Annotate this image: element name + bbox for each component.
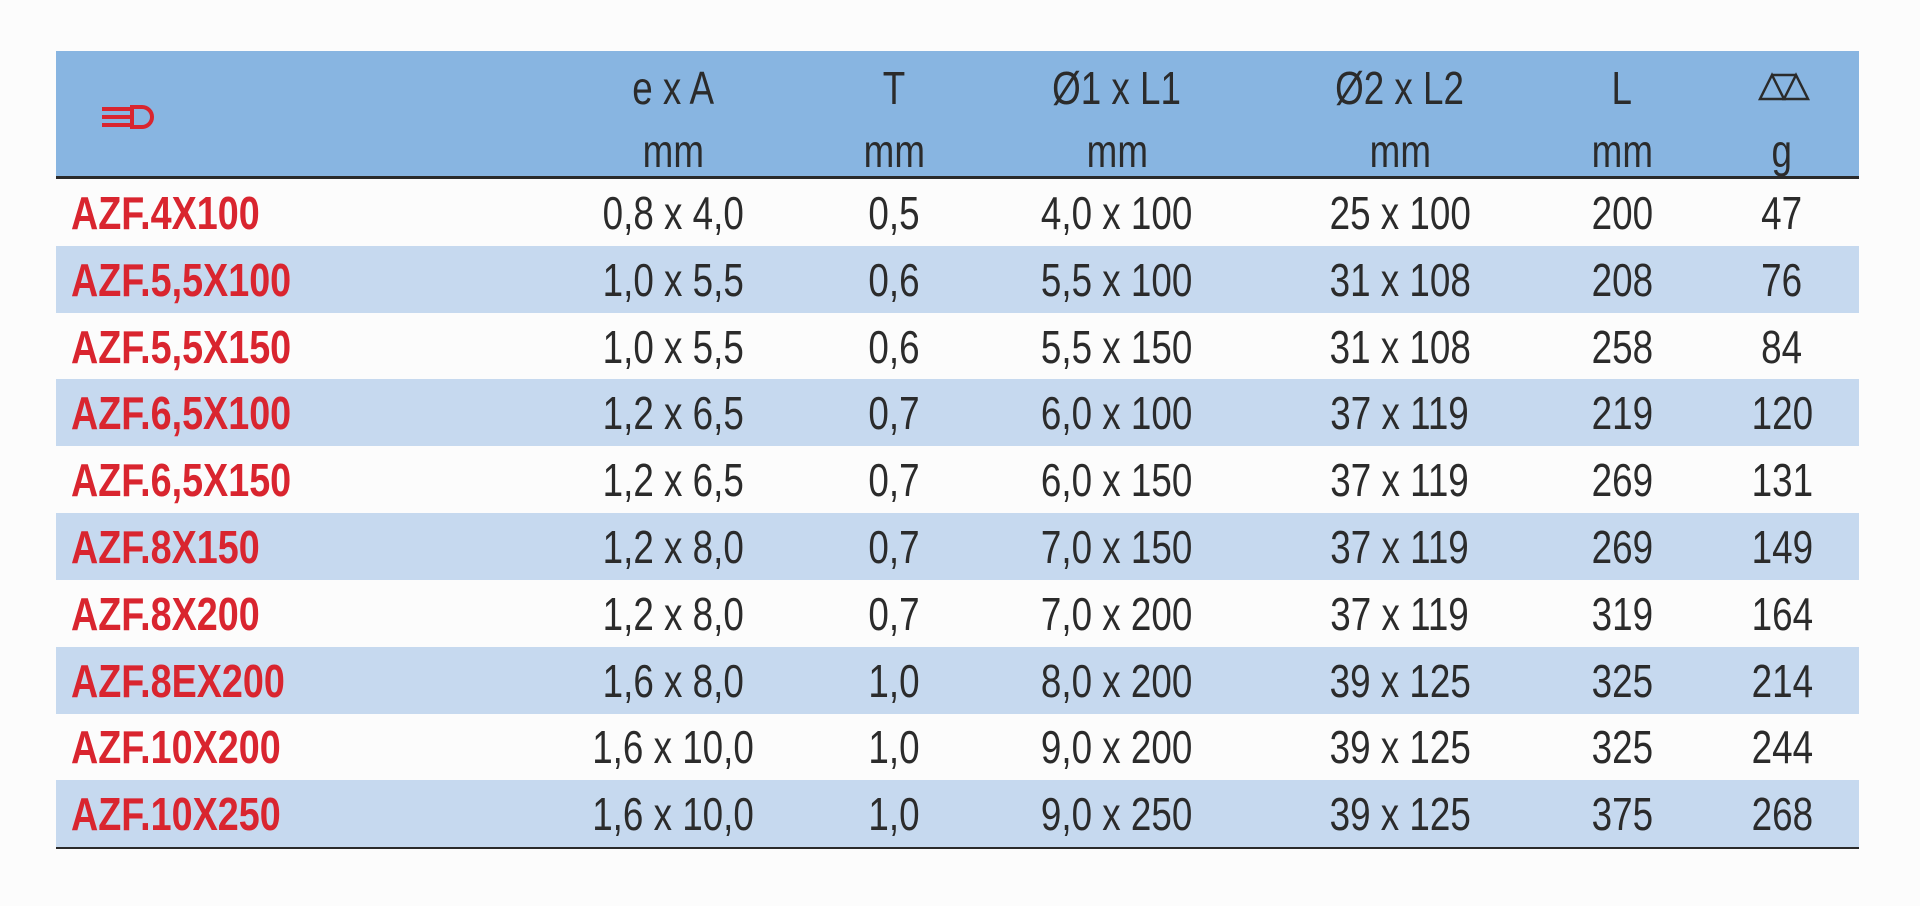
- table-cell: 39 x 125: [1329, 788, 1471, 841]
- article-code: AZF.5,5X100: [71, 253, 292, 306]
- article-code: AZF.8X200: [71, 587, 260, 640]
- table-cell: 149: [1751, 521, 1813, 573]
- header-unit: mm: [642, 125, 704, 177]
- table-cell: 244: [1751, 721, 1813, 774]
- table-cell: 1,6 x 8,0: [602, 654, 744, 707]
- table-cell: 84: [1761, 320, 1803, 373]
- table-cell: 0,7: [868, 587, 920, 640]
- table-cell: 5,5 x 100: [1041, 253, 1193, 306]
- table-cell: 8,0 x 200: [1041, 654, 1193, 707]
- table-cell: 4,0 x 100: [1041, 187, 1193, 239]
- table-row: AZF.10X250 1,6 x 10,0 1,0 9,0 x 250 39 x 125…: [56, 780, 1859, 848]
- article-code: AZF.8EX200: [71, 654, 285, 707]
- table-cell: 31 x 108: [1329, 320, 1471, 373]
- table-cell: 214: [1751, 654, 1813, 707]
- table-cell: 5,5 x 150: [1041, 320, 1193, 373]
- table-cell: 37 x 119: [1330, 587, 1470, 640]
- bottom-rule: [56, 846, 1859, 849]
- table-cell: 131: [1751, 454, 1813, 507]
- table-cell: 1,2 x 6,5: [602, 387, 744, 440]
- table-cell: 1,0: [868, 721, 920, 774]
- table-cell: 6,0 x 150: [1041, 454, 1193, 507]
- table-cell: 7,0 x 200: [1041, 587, 1193, 640]
- header-label: Ø1 x L1: [1052, 62, 1182, 114]
- table-row: AZF.8X200 1,2 x 8,0 0,7 7,0 x 200 37 x 119 31…: [56, 580, 1859, 647]
- table-row: AZF.8EX200 1,6 x 8,0 1,0 8,0 x 200 39 x 125 3…: [56, 646, 1859, 714]
- table-cell: 1,2 x 8,0: [602, 587, 744, 640]
- header-unit: g: [1771, 125, 1793, 177]
- table-cell: 39 x 125: [1329, 654, 1471, 707]
- table-row: AZF.10X200 1,6 x 10,0 1,0 9,0 x 200 39 x 125…: [56, 713, 1859, 780]
- table-cell: 1,0: [868, 654, 920, 707]
- table-cell: 31 x 108: [1329, 253, 1471, 306]
- header-label: Ø2 x L2: [1335, 62, 1465, 114]
- table-cell: 219: [1591, 387, 1653, 440]
- table-row: AZF.4X100 0,8 x 4,0 0,5 4,0 x 100 25 x 100 20…: [56, 179, 1859, 246]
- table-cell: 0,6: [868, 253, 920, 306]
- article-code: AZF.6,5X100: [71, 387, 292, 440]
- table-cell: 9,0 x 200: [1041, 721, 1193, 774]
- header-label: L: [1611, 62, 1633, 114]
- table-cell: 9,0 x 250: [1041, 788, 1193, 841]
- table-cell: 76: [1761, 253, 1803, 306]
- table-cell: 1,6 x 10,0: [592, 721, 754, 774]
- header-label: e x A: [632, 62, 714, 114]
- table-row: AZF.5,5X100 1,0 x 5,5 0,6 5,5 x 100 31 x 108…: [56, 245, 1859, 313]
- table-cell: 1,0: [868, 788, 920, 841]
- table-cell: 200: [1591, 187, 1653, 239]
- table-cell: 268: [1751, 788, 1813, 841]
- table-cell: 319: [1591, 587, 1653, 640]
- table-cell: 37 x 119: [1330, 454, 1470, 507]
- article-code: AZF.10X200: [71, 721, 281, 774]
- table-cell: 269: [1591, 521, 1653, 573]
- table-cell: 1,0 x 5,5: [602, 320, 744, 373]
- table-cell: 1,0 x 5,5: [602, 253, 744, 306]
- table-cell: 37 x 119: [1330, 521, 1470, 573]
- table-cell: 0,7: [868, 387, 920, 440]
- table-cell: 269: [1591, 454, 1653, 507]
- header-unit: mm: [1086, 125, 1148, 177]
- table-row: AZF.6,5X150 1,2 x 6,5 0,7 6,0 x 150 37 x 119…: [56, 446, 1859, 513]
- article-code: AZF.6,5X150: [71, 454, 292, 507]
- table-cell: 0,5: [868, 187, 920, 239]
- table-cell: 258: [1591, 320, 1653, 373]
- header-label: T: [882, 62, 906, 114]
- table-cell: 6,0 x 100: [1041, 387, 1193, 440]
- table-cell: 25 x 100: [1329, 187, 1471, 239]
- table-row: AZF.6,5X100 1,2 x 6,5 0,7 6,0 x 100 37 x 119…: [56, 379, 1859, 447]
- table-cell: 120: [1751, 387, 1813, 440]
- table-row: AZF.8X150 1,2 x 8,0 0,7 7,0 x 150 37 x 119 26…: [56, 513, 1859, 580]
- tool-icon: [102, 105, 154, 129]
- article-code: AZF.5,5X150: [71, 320, 292, 373]
- table-row: AZF.5,5X150 1,0 x 5,5 0,6 5,5 x 150 31 x 108…: [56, 313, 1859, 380]
- header-unit: mm: [863, 125, 925, 177]
- article-code: AZF.10X250: [71, 788, 281, 841]
- article-code: AZF.4X100: [71, 187, 260, 239]
- table-cell: 164: [1751, 587, 1813, 640]
- article-code: AZF.8X150: [71, 521, 260, 573]
- table-cell: 1,2 x 6,5: [602, 454, 744, 507]
- header-unit: mm: [1369, 125, 1431, 177]
- weight-icon: [1757, 72, 1811, 101]
- table-cell: 1,2 x 8,0: [602, 521, 744, 573]
- table-cell: 0,7: [868, 454, 920, 507]
- table-cell: 47: [1761, 187, 1803, 239]
- table-cell: 0,8 x 4,0: [602, 187, 744, 239]
- table-cell: 325: [1591, 721, 1653, 774]
- table-cell: 39 x 125: [1329, 721, 1471, 774]
- table-cell: 325: [1591, 654, 1653, 707]
- table-cell: 0,6: [868, 320, 920, 373]
- table-cell: 208: [1591, 253, 1653, 306]
- table-cell: 7,0 x 150: [1041, 521, 1193, 573]
- table-cell: 375: [1591, 788, 1653, 841]
- header-unit: mm: [1591, 125, 1653, 177]
- table-cell: 37 x 119: [1330, 387, 1470, 440]
- table-cell: 1,6 x 10,0: [592, 788, 754, 841]
- table-cell: 0,7: [868, 521, 920, 573]
